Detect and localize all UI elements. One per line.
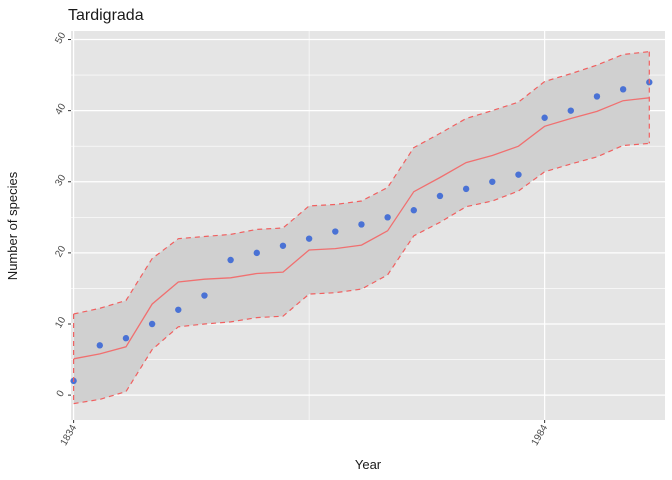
- data-point: [305, 235, 313, 242]
- fitted-line: [73, 97, 650, 360]
- data-point: [410, 207, 417, 214]
- x-axis-title: Year: [355, 457, 382, 472]
- y-tick-label: 40: [53, 101, 68, 117]
- data-point: [253, 249, 260, 257]
- data-point: [96, 342, 103, 349]
- data-point: [593, 93, 601, 100]
- chart-title: Tardigrada: [68, 7, 144, 24]
- y-tick-label: 10: [53, 315, 68, 331]
- upper-bound-line: [73, 51, 650, 315]
- data-point: [489, 178, 496, 185]
- data-point: [384, 214, 391, 221]
- data-points: [70, 79, 653, 385]
- y-tick-label: 0: [55, 388, 68, 399]
- data-point: [279, 242, 287, 249]
- data-point: [462, 185, 470, 193]
- y-tick-label: 30: [53, 173, 68, 189]
- data-point: [515, 171, 522, 178]
- data-point: [122, 335, 130, 342]
- data-point: [619, 86, 627, 93]
- x-tick-label: 1834: [59, 423, 80, 448]
- x-axis-ticks: 1834 1984: [59, 420, 551, 448]
- data-point: [541, 114, 548, 121]
- data-point: [567, 107, 574, 114]
- y-tick-label: 50: [53, 30, 68, 46]
- data-point: [148, 320, 156, 328]
- data-point: [175, 306, 182, 313]
- x-tick-label: 1984: [530, 423, 551, 448]
- data-point: [436, 192, 444, 200]
- data-point: [332, 228, 339, 235]
- data-point: [227, 256, 234, 264]
- data-point: [201, 292, 208, 299]
- y-axis-title: Number of species: [5, 171, 20, 280]
- y-tick-label: 20: [53, 244, 68, 260]
- lower-bound-line: [73, 142, 650, 405]
- data-point: [358, 221, 365, 228]
- y-axis-ticks: 0 10 20 30 40 50: [53, 30, 71, 399]
